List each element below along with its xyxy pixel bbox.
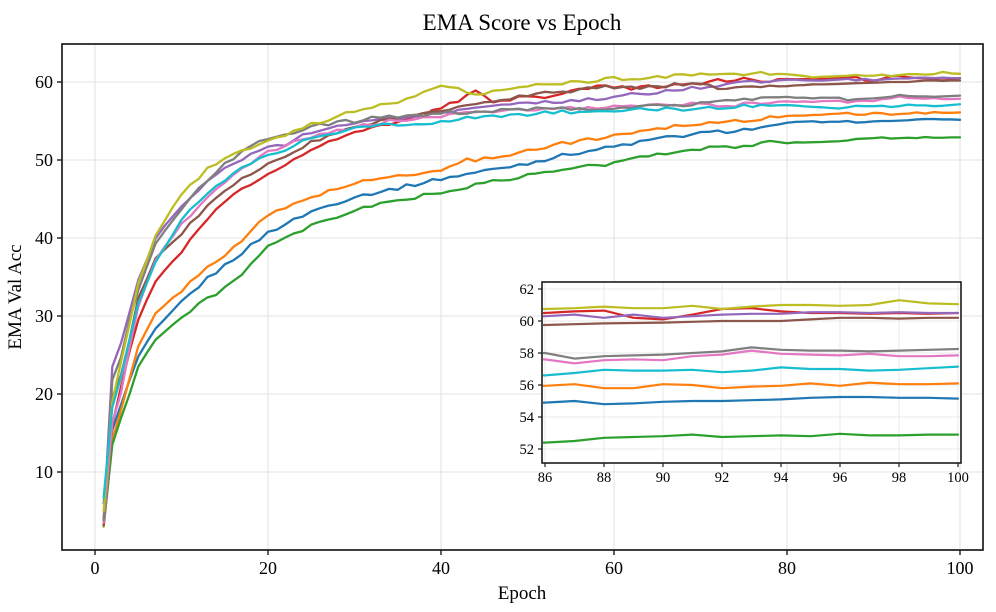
- inset-x-tick-label: 92: [715, 470, 730, 486]
- x-tick-label: 80: [778, 558, 796, 578]
- inset-x-tick-label: 90: [656, 470, 671, 486]
- inset-y-tick-label: 52: [520, 442, 535, 458]
- main-tick-labels: 0 20 40 60 80 100 10 20 30 40 50 60: [35, 72, 974, 578]
- inset-x-tick-label: 100: [947, 470, 969, 486]
- inset-border: [541, 281, 962, 464]
- series-line-orange: [102, 110, 962, 528]
- plot-border: [61, 43, 984, 551]
- main-series-lines: [102, 70, 962, 528]
- series-line-olive: [102, 70, 962, 513]
- inset-series-line-olive: [543, 299, 960, 311]
- inset-series-line-purple: [543, 311, 960, 319]
- series-line-cyan: [102, 103, 962, 499]
- inset-x-tick-label: 86: [538, 470, 553, 486]
- inset-plot: 86 88 90 92 94 96 98 100 52 54 56 58 60 62: [520, 281, 969, 486]
- inset-series-line-orange: [543, 381, 960, 390]
- y-tick-label: 60: [35, 72, 53, 92]
- inset-series-line-blue: [543, 395, 960, 406]
- x-tick-label: 40: [432, 558, 450, 578]
- y-tick-label: 10: [35, 462, 53, 482]
- x-tick-label: 20: [259, 558, 277, 578]
- chart-title: EMA Score vs Epoch: [423, 10, 622, 35]
- inset-x-tick-label: 94: [774, 470, 789, 486]
- x-axis-label: Epoch: [498, 583, 547, 604]
- inset-series-line-pink: [543, 349, 960, 365]
- x-tick-label: 60: [605, 558, 623, 578]
- inset-x-tick-label: 96: [833, 470, 848, 486]
- inset-y-tick-label: 58: [520, 346, 535, 362]
- inset-series-line-cyan: [543, 365, 960, 377]
- inset-series-lines: [543, 299, 960, 444]
- y-tick-label: 20: [35, 384, 53, 404]
- y-tick-label: 40: [35, 228, 53, 248]
- series-line-blue: [102, 117, 962, 505]
- x-tick-label: 0: [91, 558, 100, 578]
- inset-y-tick-label: 56: [520, 378, 535, 394]
- y-tick-label: 30: [35, 306, 53, 326]
- y-tick-label: 50: [35, 150, 53, 170]
- inset-series-line-gray: [543, 346, 960, 360]
- inset-y-tick-label: 54: [520, 410, 535, 426]
- main-axis-ticks: [57, 81, 961, 555]
- inset-y-tick-label: 60: [520, 314, 535, 330]
- inset-x-tick-label: 88: [597, 470, 612, 486]
- series-line-purple: [102, 76, 962, 522]
- inset-y-tick-label: 62: [520, 282, 535, 298]
- series-line-red: [102, 74, 962, 526]
- series-line-brown: [102, 79, 962, 524]
- inset-x-tick-label: 98: [892, 470, 907, 486]
- inset-series-line-brown: [543, 316, 960, 327]
- inset-series-line-green: [543, 432, 960, 444]
- main-axes-border: [61, 43, 984, 551]
- x-tick-label: 100: [947, 558, 974, 578]
- series-line-green: [102, 135, 962, 527]
- y-axis-label: EMA Val Acc: [5, 244, 26, 349]
